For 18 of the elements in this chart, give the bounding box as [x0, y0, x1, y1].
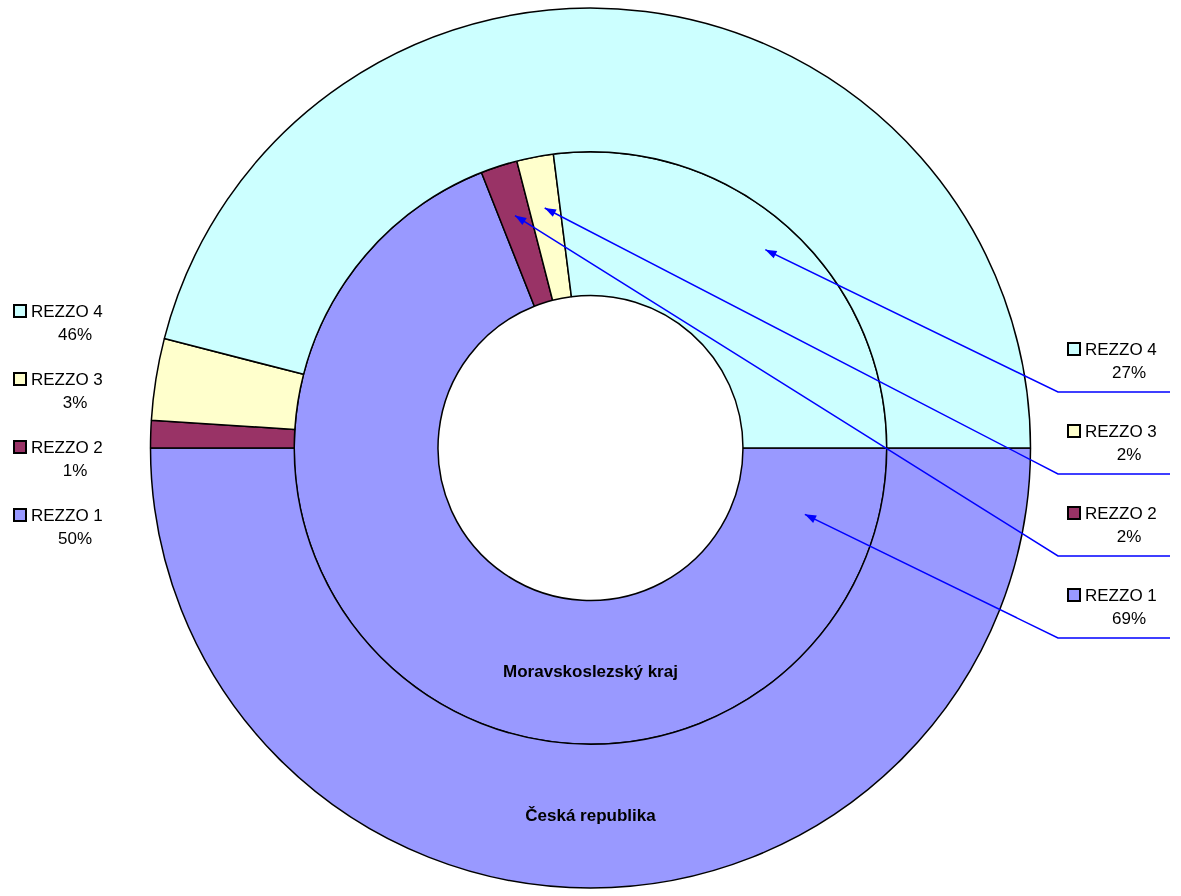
data-label: 2%: [1116, 526, 1142, 546]
data-label: 50%: [57, 528, 93, 548]
data-label: 27%: [1111, 362, 1147, 382]
category-label: REZZO 3: [1085, 421, 1157, 441]
category-label: REZZO 1: [1085, 585, 1157, 605]
category-label: REZZO 4: [31, 301, 103, 321]
legend-label: REZZO 4: [1085, 339, 1157, 359]
slice-label: Česká republika: [525, 805, 657, 825]
data-label: 69%: [1111, 608, 1147, 628]
legend-label: REZZO 1: [31, 505, 103, 525]
data-label: 2%: [1116, 444, 1142, 464]
data-label: 3%: [62, 392, 88, 412]
data-label: 46%: [57, 324, 93, 344]
data-label: 1%: [62, 460, 88, 480]
slice-label: Moravskoslezský kraj: [503, 662, 678, 682]
legend-label: REZZO 2: [31, 437, 103, 457]
category-label: REZZO 2: [1085, 503, 1157, 523]
legend-label: REZZO 3: [31, 369, 103, 389]
